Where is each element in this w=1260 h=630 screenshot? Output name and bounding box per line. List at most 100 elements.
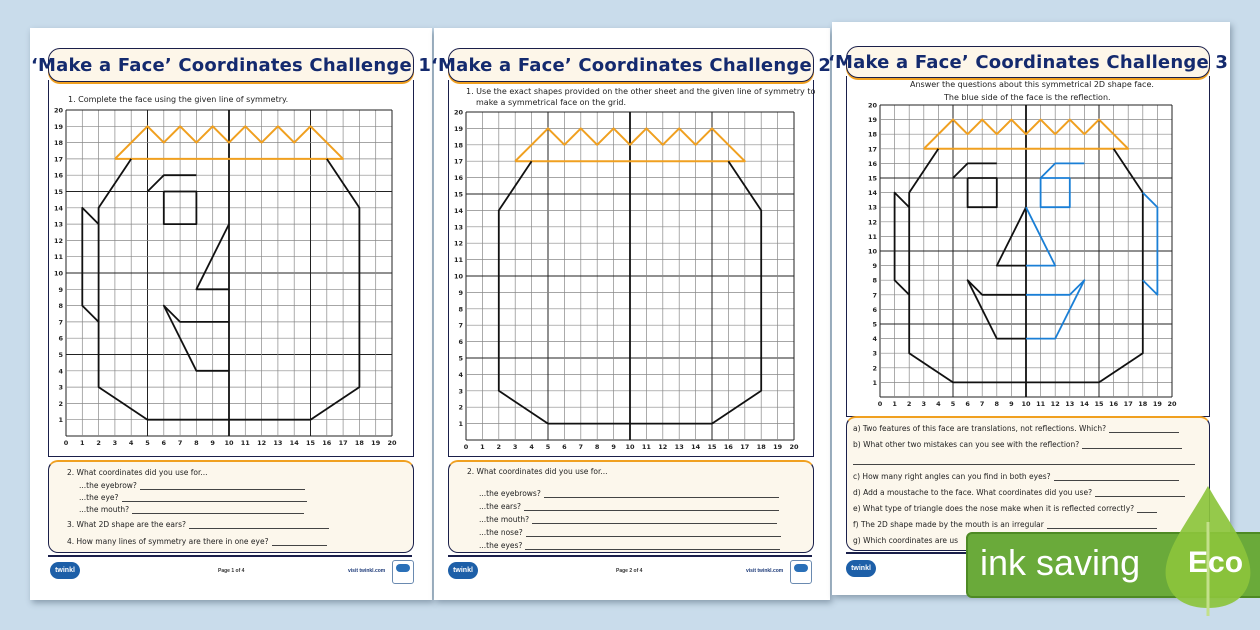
page-number: Page 2 of 4 <box>616 568 643 574</box>
answer-eyes[interactable]: ...the eyes? <box>479 541 781 550</box>
svg-text:8: 8 <box>872 277 877 285</box>
questions-box: a) Two features of this face are transla… <box>846 416 1210 551</box>
question-g[interactable]: g) Which coordinates are us <box>853 536 959 545</box>
svg-text:17: 17 <box>454 158 463 166</box>
svg-text:14: 14 <box>290 439 300 447</box>
answer-eyebrows[interactable]: ...the eyebrows? <box>479 489 779 498</box>
svg-text:20: 20 <box>387 439 397 447</box>
svg-text:10: 10 <box>454 273 464 281</box>
leaf-icon <box>1165 486 1251 616</box>
svg-text:13: 13 <box>273 439 282 447</box>
svg-text:3: 3 <box>513 443 518 451</box>
eco-badge: ink saving Eco <box>966 486 1260 616</box>
svg-text:13: 13 <box>868 204 877 212</box>
question-c[interactable]: c) How many right angles can you find in… <box>853 472 1179 481</box>
question-d[interactable]: d) Add a moustache to the face. What coo… <box>853 488 1186 497</box>
twinkl-logo: twinkl <box>846 560 876 577</box>
svg-text:15: 15 <box>306 439 316 447</box>
svg-text:9: 9 <box>611 443 616 451</box>
svg-text:0: 0 <box>464 443 469 451</box>
question-a[interactable]: a) Two features of this face are transla… <box>853 424 1180 433</box>
svg-text:12: 12 <box>54 237 63 245</box>
svg-text:15: 15 <box>1094 400 1104 408</box>
svg-text:17: 17 <box>54 155 63 163</box>
svg-text:2: 2 <box>872 364 877 372</box>
svg-text:18: 18 <box>54 139 64 147</box>
questions-box: 2. What coordinates did you use for... .… <box>48 460 414 553</box>
questions-box: 2. What coordinates did you use for... .… <box>448 460 814 553</box>
page-number: Page 1 of 4 <box>218 568 245 574</box>
svg-text:0: 0 <box>878 400 883 408</box>
svg-text:4: 4 <box>129 439 134 447</box>
page-title: ‘Make a Face’ Coordinates Challenge 1 <box>30 54 432 76</box>
svg-text:19: 19 <box>371 439 381 447</box>
footer-rule <box>48 555 412 557</box>
question-b-extra-line[interactable] <box>853 456 1195 465</box>
svg-text:17: 17 <box>740 443 749 451</box>
svg-text:3: 3 <box>872 350 877 358</box>
instruction-line-1: 1. Use the exact shapes provided on the … <box>466 87 816 96</box>
svg-text:14: 14 <box>54 204 64 212</box>
svg-text:7: 7 <box>980 400 985 408</box>
svg-text:15: 15 <box>707 443 717 451</box>
svg-text:4: 4 <box>458 371 463 379</box>
svg-text:13: 13 <box>1065 400 1074 408</box>
svg-text:8: 8 <box>995 400 1000 408</box>
svg-text:17: 17 <box>1124 400 1133 408</box>
svg-text:5: 5 <box>951 400 956 408</box>
svg-text:20: 20 <box>1167 400 1177 408</box>
svg-text:10: 10 <box>625 443 635 451</box>
svg-text:10: 10 <box>1021 400 1031 408</box>
svg-text:13: 13 <box>454 223 463 231</box>
quality-badge <box>392 560 414 584</box>
question-f[interactable]: f) The 2D shape made by the mouth is an … <box>853 520 1157 529</box>
grid-frame <box>48 80 414 457</box>
answer-nose[interactable]: ...the nose? <box>479 528 781 537</box>
instruction-line-1: Answer the questions about this symmetri… <box>910 80 1154 89</box>
question-3[interactable]: 3. What 2D shape are the ears? <box>67 520 329 529</box>
svg-text:15: 15 <box>868 175 878 183</box>
visit-link[interactable]: visit twinkl.com <box>348 568 386 574</box>
svg-text:6: 6 <box>562 443 567 451</box>
svg-text:14: 14 <box>868 189 878 197</box>
svg-text:3: 3 <box>458 387 463 395</box>
svg-text:10: 10 <box>224 439 234 447</box>
svg-text:1: 1 <box>872 379 877 387</box>
answer-mouth[interactable]: ...the mouth? <box>79 505 305 514</box>
svg-text:18: 18 <box>1138 400 1148 408</box>
answer-mouth[interactable]: ...the mouth? <box>479 515 778 524</box>
instruction-line-2: The blue side of the face is the reflect… <box>944 93 1111 102</box>
svg-text:6: 6 <box>58 335 63 343</box>
question-4[interactable]: 4. How many lines of symmetry are there … <box>67 537 327 546</box>
question-e[interactable]: e) What type of triangle does the nose m… <box>853 504 1158 513</box>
svg-text:11: 11 <box>54 253 64 261</box>
svg-text:1: 1 <box>480 443 485 451</box>
svg-text:2: 2 <box>96 439 101 447</box>
svg-text:7: 7 <box>579 443 584 451</box>
answer-eyebrow[interactable]: ...the eyebrow? <box>79 481 305 490</box>
svg-text:13: 13 <box>675 443 684 451</box>
question-b[interactable]: b) What other two mistakes can you see w… <box>853 440 1183 449</box>
svg-text:0: 0 <box>64 439 69 447</box>
svg-text:5: 5 <box>58 351 63 359</box>
answer-ears[interactable]: ...the ears? <box>479 502 780 511</box>
coordinate-grid: 0 112233445566778899101011111212131314141… <box>54 107 397 448</box>
svg-text:12: 12 <box>1051 400 1060 408</box>
svg-text:15: 15 <box>54 188 64 196</box>
svg-text:16: 16 <box>322 439 332 447</box>
svg-text:11: 11 <box>1036 400 1046 408</box>
svg-text:14: 14 <box>691 443 701 451</box>
quality-badge <box>790 560 812 584</box>
page-title-box: ‘Make a Face’ Coordinates Challenge 2 <box>431 48 831 82</box>
svg-text:3: 3 <box>58 384 63 392</box>
svg-text:3: 3 <box>922 400 927 408</box>
svg-text:2: 2 <box>58 400 63 408</box>
svg-text:1: 1 <box>892 400 897 408</box>
visit-link[interactable]: visit twinkl.com <box>746 568 784 574</box>
answer-eye[interactable]: ...the eye? <box>79 493 307 502</box>
svg-text:4: 4 <box>529 443 534 451</box>
svg-text:6: 6 <box>872 306 877 314</box>
coordinate-grid: 0 112233445566778899101011111212131314141… <box>868 102 1177 409</box>
svg-text:14: 14 <box>1080 400 1090 408</box>
page-title: ‘Make a Face’ Coordinates Challenge 2 <box>430 54 832 76</box>
